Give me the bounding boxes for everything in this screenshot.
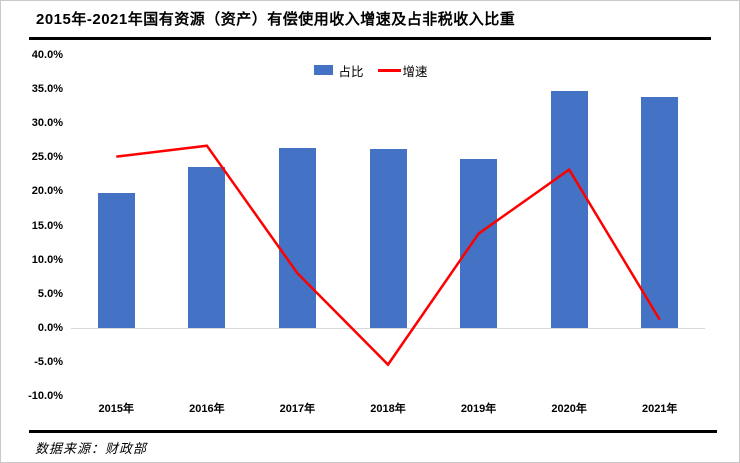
bar-2020年: [550, 91, 588, 328]
growth-rate-line-layer: [116, 144, 661, 367]
data-source-note: 数据来源：财政部: [35, 441, 148, 456]
y-axis-tick-label: 30.0%: [31, 117, 63, 130]
y-axis-tick-label: -10.0%: [28, 390, 63, 402]
top-divider: [29, 37, 711, 40]
bar-2021年: [641, 96, 679, 328]
line-series-swatch: [377, 68, 401, 72]
legend-item-bar: 占比: [314, 61, 364, 80]
y-axis-tick-label: 40.0%: [31, 49, 63, 61]
y-axis-tick-label: 10.0%: [31, 253, 63, 266]
x-axis-label-2015年: 2015年: [98, 403, 135, 415]
x-axis-label-2016年: 2016年: [189, 403, 225, 415]
y-axis-tick-label: 35.0%: [31, 83, 63, 96]
bar-2019年: [460, 158, 498, 328]
x-axis-label-2017年: 2017年: [279, 403, 316, 415]
y-axis-tick-label: -5.0%: [34, 355, 63, 368]
bar-series-swatch: [314, 65, 334, 75]
legend: 占比 增速: [1, 61, 739, 80]
chart-title: 2015年-2021年国有资源（资产）有偿使用收入增速及占非税收入比重: [36, 11, 516, 28]
y-axis-tick-label: 25.0%: [31, 151, 63, 164]
bottom-divider: [29, 430, 717, 433]
x-axis-label-2018年: 2018年: [370, 403, 406, 415]
line-series-label: 增速: [402, 64, 428, 79]
bar-2016年: [188, 166, 226, 328]
x-axis-label-2020年: 2020年: [551, 403, 587, 415]
zero-axis-line: [71, 327, 705, 329]
bar-2017年: [278, 147, 316, 328]
bar-series-label: 占比: [338, 64, 364, 79]
x-axis-label-2019年: 2019年: [460, 403, 497, 415]
bar-2018年: [369, 149, 407, 328]
y-axis-tick-label: 20.0%: [31, 185, 63, 198]
legend-item-line: 增速: [377, 61, 428, 80]
bar-2015年: [97, 192, 135, 328]
y-axis-tick-label: 15.0%: [31, 219, 63, 232]
x-axis-label-2021年: 2021年: [641, 403, 678, 415]
growth-rate-line: [116, 144, 661, 367]
y-axis-tick-label: 0.0%: [37, 321, 63, 334]
y-axis-tick-label: 5.0%: [37, 287, 63, 300]
